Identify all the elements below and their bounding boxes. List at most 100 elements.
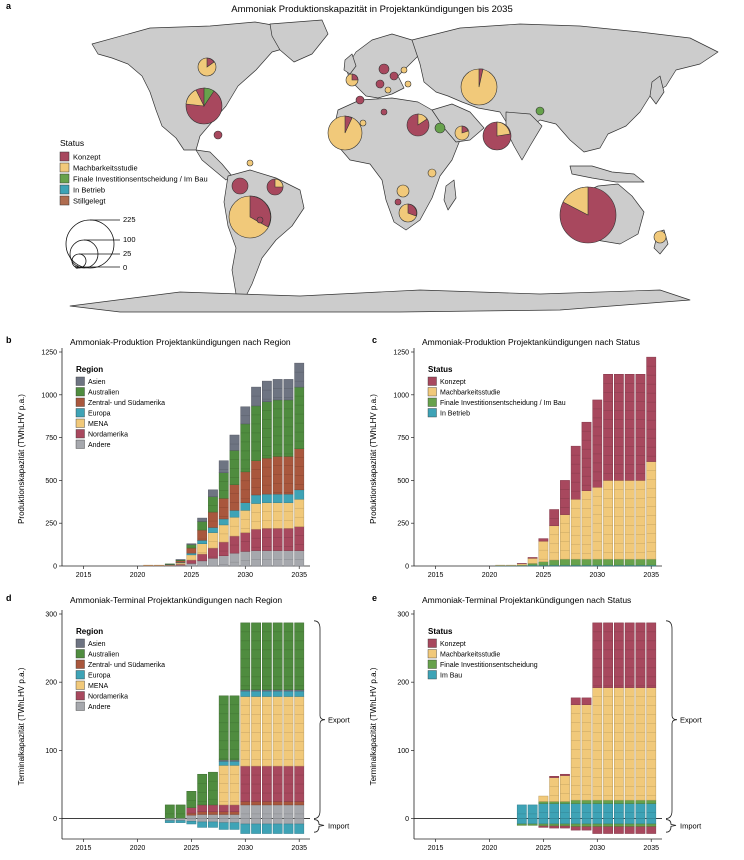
pie-china [535,106,545,116]
panel-e-xtick-0: 2015 [428,845,444,852]
panel-c-bar-Konzept-2034 [635,374,646,481]
pie-usa [185,87,223,125]
panel-d-bars [164,622,305,834]
panel-e-import-label: Import [680,821,702,830]
pie-brazil [266,178,284,196]
panel-b-bar-Andere-2033 [272,550,283,567]
panel-d-bar-ZSA-2034 [283,801,294,806]
panel-d-bar-Nordamerika-2026 [197,804,208,812]
panel-e-legend: Status Konzept Machbarkeitsstudie Finale In… [427,627,538,680]
panel-b-bar-ZSA-2033 [272,456,283,495]
land-asia [411,23,719,153]
panel-b-seg-Asien-2035 [294,371,304,382]
panel-b-seg-ZSA-2029 [229,493,240,503]
panel-e-bar-Konzept-2031 [603,622,613,688]
panel-c-bar-Konzept-2027 [560,480,570,515]
panel-d-seg-Australien-2031 [251,631,261,687]
panel-d-bar-Andere-2027 [208,814,218,819]
panel-e-negbar-InBetrieb-2030 [592,818,603,825]
panel-d-export-label: Export [328,716,351,725]
panel-d-bar-Australien-2024 [175,804,186,819]
panel-b-bar-Andere-2029 [229,552,240,567]
panel-b-seg-MENA-2034 [283,511,294,521]
panel-b-bar-Australien-2031 [251,405,261,461]
map-legend: Status Konzept Machbarkeitsstudie Finale I… [59,138,208,272]
panel-d-bar-Nordamerika-2030 [240,765,251,802]
panel-c-bar-Machbarkeitsstudie-2024 [527,558,538,564]
panel-b-bar-Andere-2027 [208,558,218,567]
map-legend-swatch-3 [59,184,70,195]
panel-e-bar-Konzept-2029 [581,697,592,705]
panel-d-seg-Australien-2026 [197,783,207,802]
panel-d-negbar-Europa-2033 [272,823,283,834]
panel-b-bar-Australien-2034 [283,399,294,457]
panel-c-bar-Machbarkeitsstudie-2035 [646,461,657,560]
panel-e-seg-Konzept-2030 [592,631,602,687]
panel-d-negbar-Andere-2028 [218,818,229,823]
panel-e-seg-Konzept-2032 [614,631,624,687]
pie-southafrica [398,203,418,223]
panel-b-bar-Nordamerika-2034 [283,528,294,551]
panel-b-ytick-4: 1000 [41,392,57,399]
panel-c-seg-Machbarkeitsstudie-2032 [614,489,624,553]
panel-e-negbar-FID-2025 [538,823,549,827]
pie-australia [559,186,617,244]
panel-d-letter: d [6,593,12,603]
panel-e-legend-swatch-1 [427,649,437,659]
panel-d-import-brace [313,819,325,833]
panel-b-seg-Nordamerika-2034 [283,537,294,547]
panel-b-bar-Europa-2027 [208,527,218,533]
panel-e-bar-InBetrieb-2026 [549,803,560,819]
pie-canada [197,57,217,77]
panel-c-bar-Konzept-2026 [549,509,560,527]
panel-d-legend: Region Asien Australien Zentral- und Südame… [75,627,165,711]
panel-b-bar-Andere-2035 [294,550,305,567]
panel-b-bar-Nordamerika-2035 [294,526,305,551]
panel-d-bar-Australien-2030 [240,622,251,690]
land-madagascar [443,179,457,211]
panel-b-bar-Australien-2026 [197,521,208,531]
panel-b-bar-Andere-2025 [186,563,197,567]
panel-c-seg-Konzept-2034 [635,383,646,474]
panel-b-legend-label-1: Australien [88,390,119,397]
panel-e-bar-InBetrieb-2027 [560,803,570,819]
panel-d-seg-MENA-2029 [229,774,240,802]
panel-e-negbar-FID-2033 [624,823,635,827]
panel-d-bar-Nordamerika-2029 [229,804,240,812]
panel-d-negbar-Andere-2035 [294,818,305,825]
panel-b-seg-ZSA-2031 [251,469,261,488]
panel-d-xtick-3: 2030 [238,845,254,852]
panel-d-negbar-Andere-2030 [240,818,251,825]
panel-b-seg-ZSA-2035 [294,457,304,485]
panel-d-seg-Australien-2033 [273,631,283,687]
panel-c-seg-Machbarkeitsstudie-2029 [581,499,592,554]
panel-e-negbar-InBetrieb-2033 [624,818,635,825]
panel-b-seg-Nordamerika-2032 [262,537,272,547]
panel-e-bar-FID-2030 [592,799,603,804]
panel-d-seg-MENA-2030 [240,705,250,760]
panel-d-seg-MENA-2032 [262,705,272,760]
panel-e-legend-swatch-2 [427,659,437,669]
panel-e-negbar-InBetrieb-2026 [549,818,560,825]
panel-d-legend-swatch-4 [75,680,85,690]
panel-e-bar-InBetrieb-2033 [624,803,635,819]
panel-b-bar-Europa-2031 [251,494,261,504]
panel-d-ytick-3: 300 [45,612,57,619]
pie-mauritania2 [394,198,402,206]
panel-d-bar-Australien-2023 [164,804,175,819]
panel-c-legend-label-2: Finale Investitionsentscheidung / Im Bau [440,400,566,407]
panel-d-negbar-Europa-2035 [294,823,305,834]
size-legend-100: 100 [123,235,136,244]
panel-c-seg-Konzept-2031 [603,383,613,474]
panel-e-negbar-InBetrieb-2031 [603,818,613,825]
panel-b-bar-ZSA-2030 [240,471,251,503]
pie-spain [355,95,365,105]
panel-d-negbar-Andere-2031 [251,818,261,825]
panel-b-bar-Nordamerika-2029 [229,535,240,554]
panel-d-negbar-Andere-2033 [272,818,283,825]
panel-d-bar-Australien-2033 [272,622,283,690]
panel-d-bar-Andere-2025 [186,814,197,819]
panel-b-bar-Europa-2028 [218,518,229,526]
panel-c-seg-Konzept-2028 [571,454,581,492]
